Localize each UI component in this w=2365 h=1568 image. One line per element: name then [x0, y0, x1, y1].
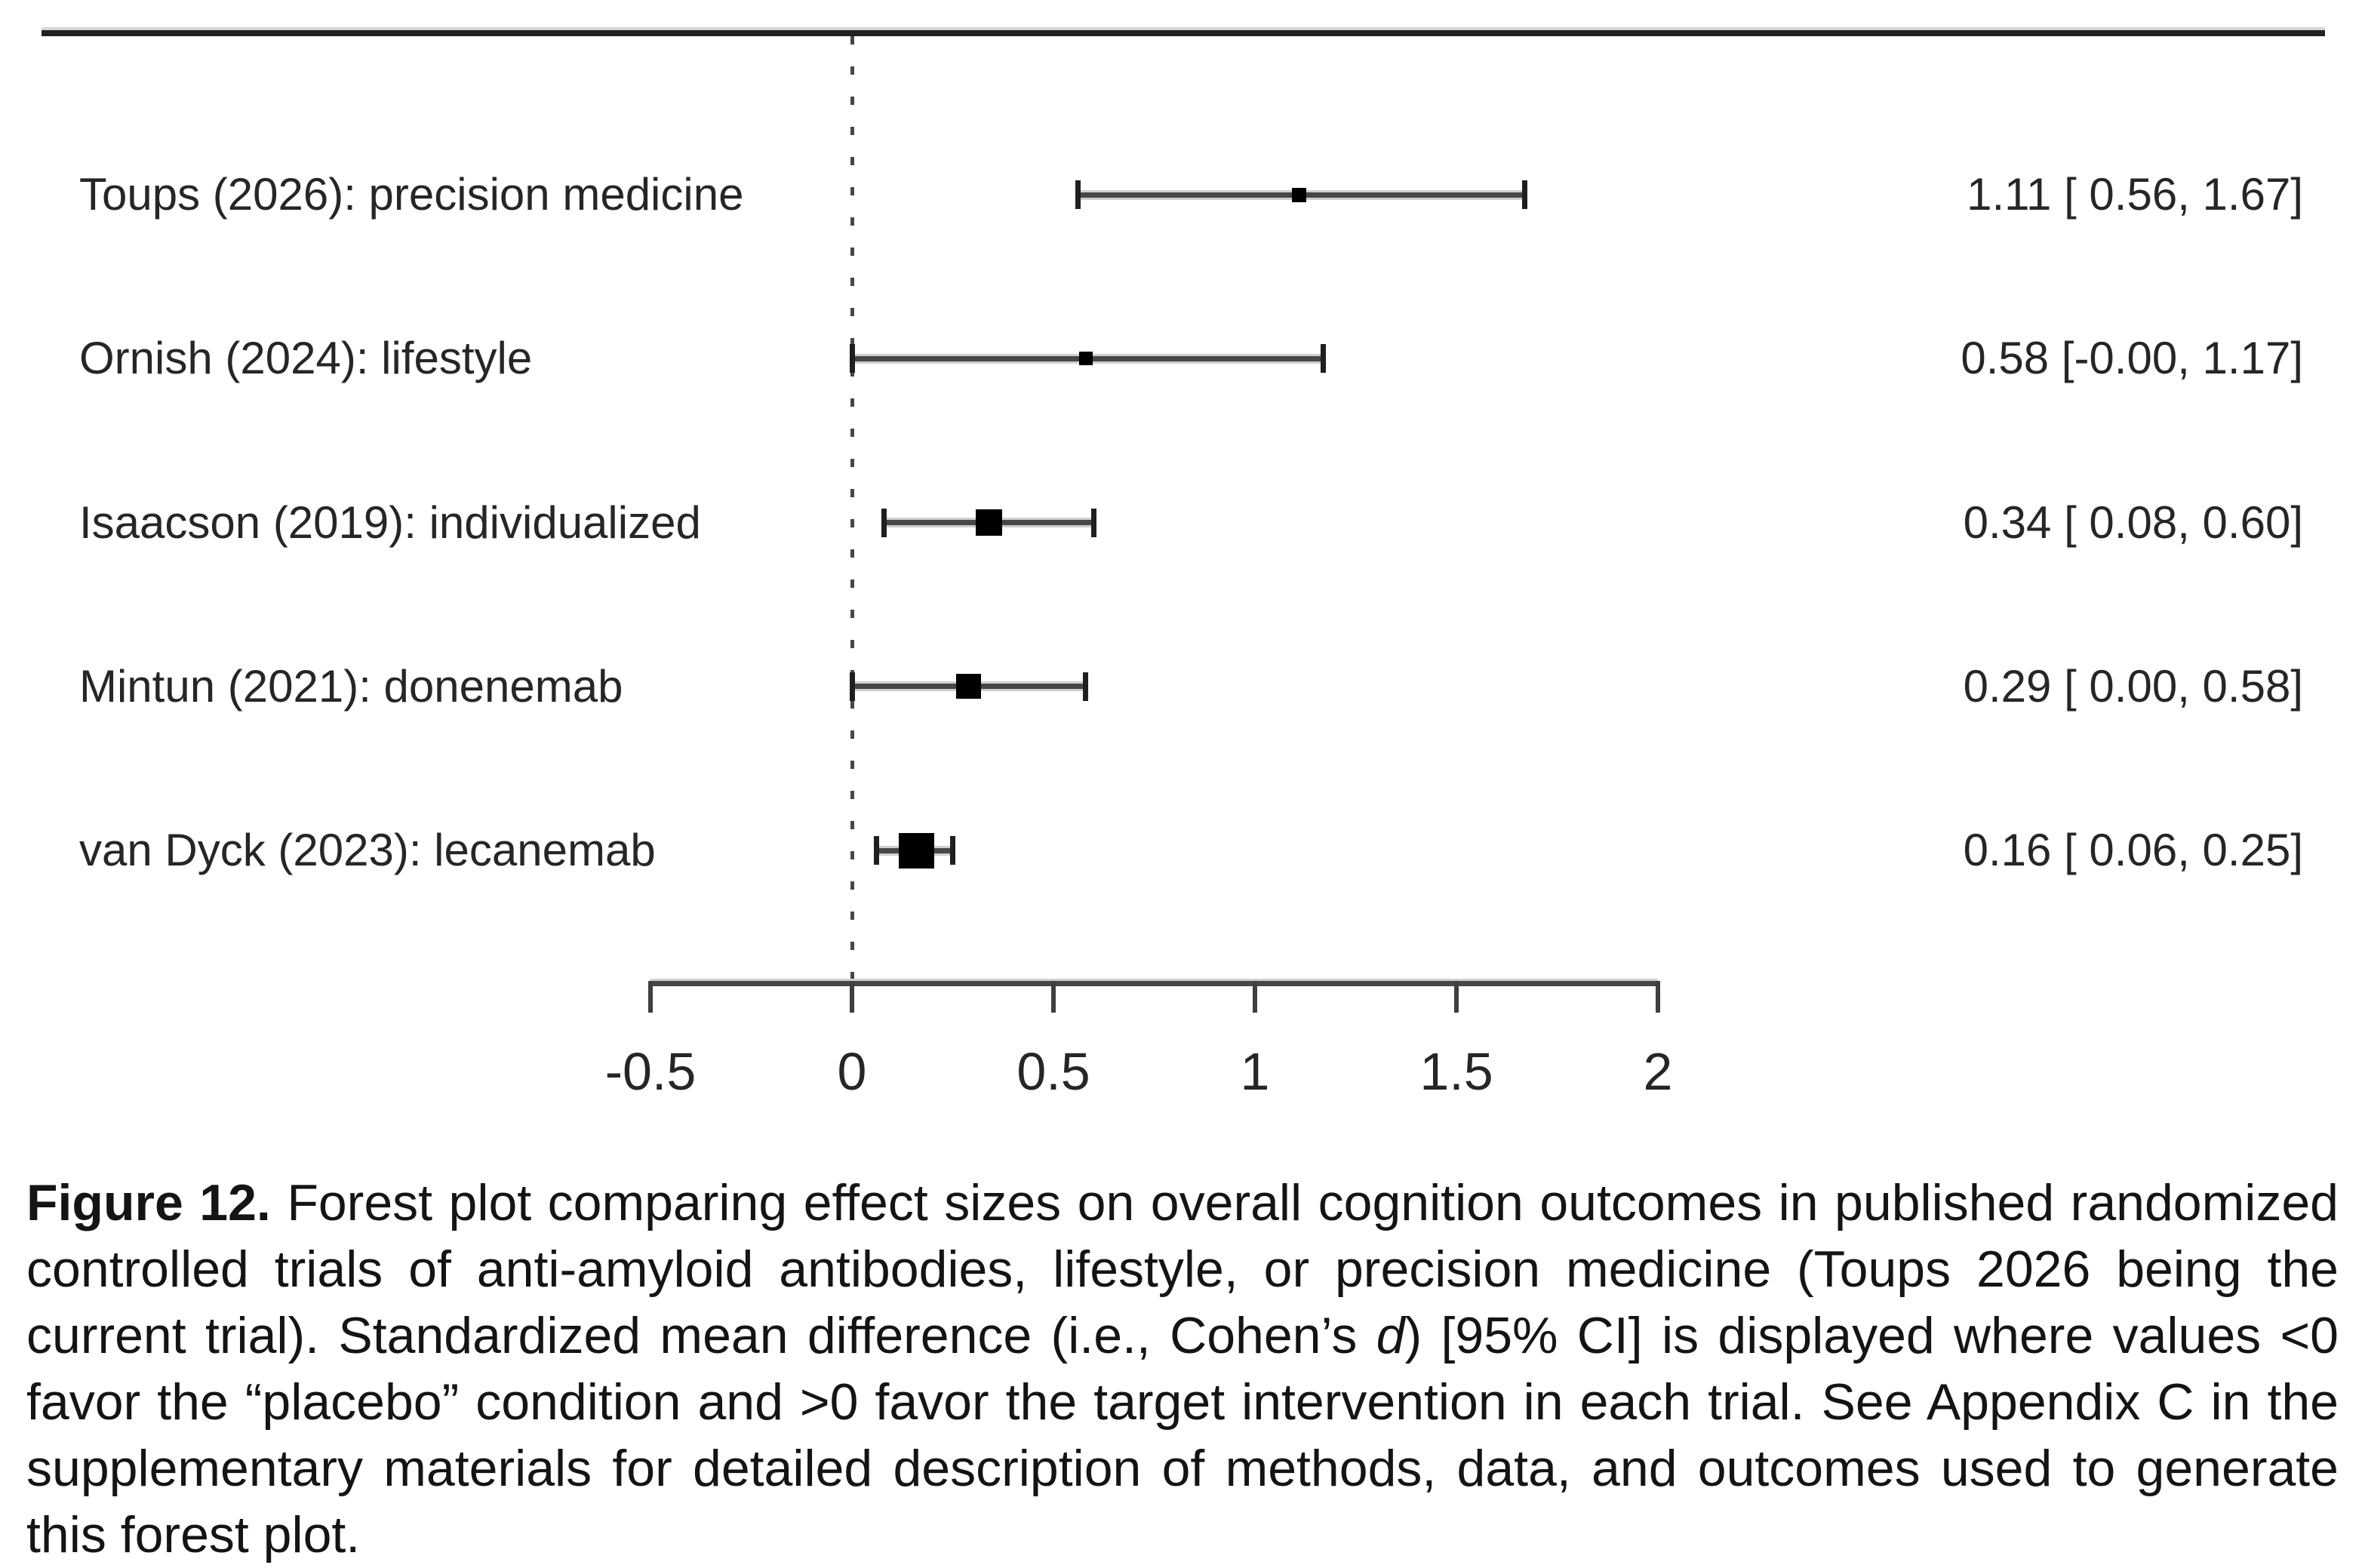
study-value: 0.58 [-0.00, 1.17] — [1961, 333, 2303, 384]
ci-cap-lower — [873, 836, 879, 865]
x-axis-tick — [1656, 981, 1660, 1013]
x-axis-tick — [1454, 981, 1459, 1013]
x-axis-tick-label: 2 — [1643, 1042, 1673, 1101]
study-label: Isaacson (2019): individualized — [79, 497, 701, 548]
caption-text-before: Forest plot comparing effect sizes on ov… — [26, 1174, 2339, 1364]
ci-cap-upper — [1321, 344, 1327, 374]
x-axis-tick — [1051, 981, 1056, 1013]
study-label: Mintun (2021): donenemab — [79, 660, 623, 712]
ci-cap-upper — [1090, 508, 1096, 537]
ci-cap-upper — [1083, 672, 1089, 701]
estimate-marker — [976, 509, 1003, 536]
ci-cap-lower — [849, 672, 855, 701]
study-label: van Dyck (2023): lecanemab — [79, 825, 656, 875]
caption-text-after: ) [95% CI] is displayed where values <0 … — [26, 1307, 2339, 1563]
x-axis-tick-label: -0.5 — [604, 1042, 697, 1101]
x-axis-tick — [1253, 981, 1257, 1013]
caption-figure-label: Figure 12. — [26, 1174, 271, 1231]
x-axis-tick-label: 1.5 — [1419, 1042, 1493, 1101]
study-label: Toups (2026): precision medicine — [79, 169, 744, 220]
x-axis-tick-label: 0 — [837, 1042, 867, 1101]
ci-cap-lower — [849, 344, 855, 374]
estimate-marker — [956, 674, 982, 699]
ci-cap-lower — [881, 508, 887, 537]
x-axis-tick-label: 0.5 — [1016, 1042, 1090, 1101]
x-axis-line — [650, 981, 1658, 986]
study-value: 0.16 [ 0.06, 0.25] — [1963, 825, 2303, 875]
study-label: Ornish (2024): lifestyle — [79, 333, 533, 384]
ci-cap-upper — [1522, 180, 1528, 209]
ci-cap-upper — [950, 836, 955, 865]
estimate-marker — [898, 832, 934, 869]
x-axis-tick — [648, 981, 653, 1013]
ci-cap-lower — [1075, 180, 1081, 209]
estimate-marker — [1078, 352, 1093, 366]
zero-reference-line — [850, 36, 854, 981]
top-rule — [42, 30, 2325, 36]
x-axis-tick-label: 1 — [1240, 1042, 1270, 1101]
study-value: 0.34 [ 0.08, 0.60] — [1963, 497, 2303, 548]
study-value: 0.29 [ 0.00, 0.58] — [1963, 660, 2303, 712]
study-value: 1.11 [ 0.56, 1.67] — [1967, 169, 2303, 220]
estimate-marker — [1292, 187, 1307, 202]
figure-caption: Figure 12. Forest plot comparing effect … — [26, 1170, 2339, 1568]
x-axis-tick — [850, 981, 854, 1013]
caption-italic-d: d — [1376, 1307, 1405, 1364]
